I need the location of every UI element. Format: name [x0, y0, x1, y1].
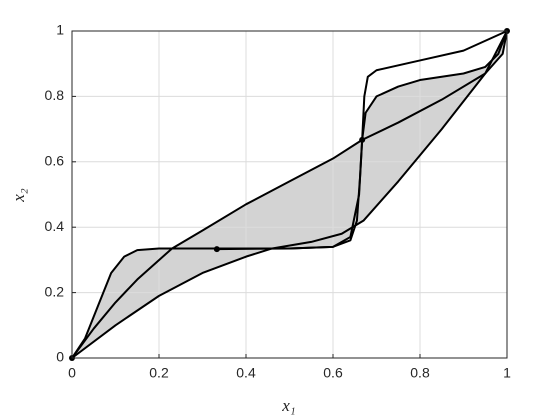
- point: [213, 246, 220, 253]
- x-tick-label: 0.8: [410, 365, 430, 381]
- y-tick-label: 0.2: [45, 283, 65, 299]
- curve: [71, 30, 508, 359]
- axes-box: [71, 30, 508, 359]
- x-tick-label: 0.4: [236, 365, 256, 381]
- y-tick-label: 0.4: [45, 218, 65, 234]
- y-tick-label: 0: [56, 349, 64, 365]
- x-axis-label: x₁: [281, 396, 295, 415]
- curve: [71, 30, 508, 359]
- curve: [71, 30, 508, 359]
- x-tick-label: 0.2: [149, 365, 169, 381]
- x-tick-label: 1: [503, 365, 511, 381]
- y-tick-label: 1: [56, 22, 64, 38]
- y-tick-label: 0.6: [45, 153, 65, 169]
- y-axis-label: x₂: [9, 188, 28, 203]
- x-tick-label: 0.6: [323, 365, 343, 381]
- shaded-region: [72, 31, 507, 358]
- y-tick-label: 0.8: [45, 87, 65, 103]
- point: [359, 136, 366, 143]
- x-tick-label: 0: [68, 365, 76, 381]
